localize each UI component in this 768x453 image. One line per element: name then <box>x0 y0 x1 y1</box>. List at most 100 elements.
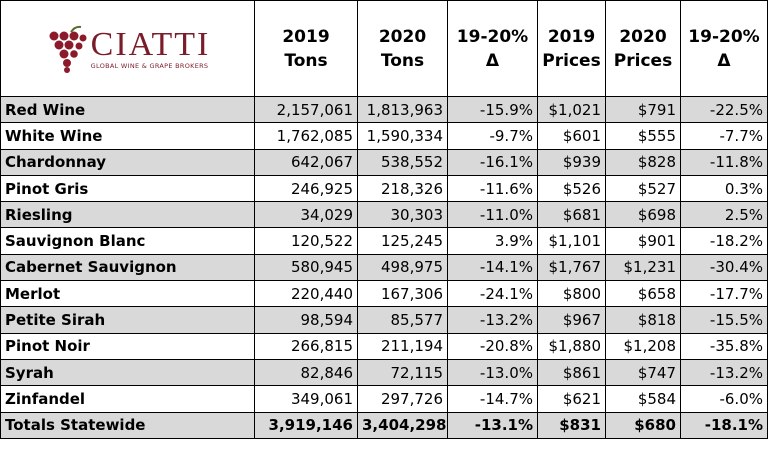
cell: 218,326 <box>357 174 448 203</box>
logo-name: CIATTI <box>90 25 211 63</box>
table-row: Red Wine 2,157,061 1,813,963 -15.9% $1,021 $7… <box>0 95 768 124</box>
table-row: Sauvignon Blanc 120,522 125,245 3.9% $1,101 $… <box>0 227 768 255</box>
grape-icon <box>49 25 87 73</box>
cell: -14.7% <box>447 385 538 413</box>
column-header: 2020 Tons <box>357 0 448 97</box>
cell: $939 <box>537 148 606 176</box>
cell: $791 <box>605 95 681 124</box>
column-header: 2019 Prices <box>537 0 606 97</box>
row-label: Cabernet Sauvignon <box>0 253 255 282</box>
table-row: Merlot 220,440 167,306 -24.1% $800 $658 -17.7% <box>0 280 768 308</box>
column-header: 19-20% Δ <box>680 0 768 97</box>
cell: $747 <box>605 358 681 387</box>
cell: $621 <box>537 385 606 413</box>
cell: $698 <box>605 201 681 229</box>
cell: 3.9% <box>447 227 538 255</box>
cell: -13.2% <box>447 306 538 334</box>
cell: -30.4% <box>680 253 768 282</box>
cell: 72,115 <box>357 358 448 387</box>
cell: -11.6% <box>447 174 538 203</box>
cell: $901 <box>605 227 681 255</box>
cell: 98,594 <box>254 306 358 334</box>
cell: $967 <box>537 306 606 334</box>
cell: $1,208 <box>605 332 681 360</box>
cell: $1,101 <box>537 227 606 255</box>
cell: 580,945 <box>254 253 358 282</box>
table-row: Syrah 82,846 72,115 -13.0% $861 $747 -13.2% <box>0 358 768 387</box>
row-label: Petite Sirah <box>0 306 255 334</box>
row-label: Riesling <box>0 201 255 229</box>
table-row: White Wine 1,762,085 1,590,334 -9.7% $601 $55… <box>0 122 768 150</box>
cell: 82,846 <box>254 358 358 387</box>
cell: $681 <box>537 201 606 229</box>
cell: $1,880 <box>537 332 606 360</box>
cell: 2.5% <box>680 201 768 229</box>
cell: -9.7% <box>447 122 538 150</box>
row-label: Pinot Gris <box>0 174 255 203</box>
row-label: Zinfandel <box>0 385 255 413</box>
header-line: Prices <box>542 50 601 71</box>
cell: 1,813,963 <box>357 95 448 124</box>
cell: 3,404,298 <box>357 411 448 439</box>
cell: 1,762,085 <box>254 122 358 150</box>
cell: 3,919,146 <box>254 411 358 439</box>
header-line: 2019 <box>282 26 330 47</box>
row-label: Totals Statewide <box>0 411 255 439</box>
wine-table: CIATTI GLOBAL WINE & GRAPE BROKERS 2019 T… <box>0 0 768 439</box>
cell: -11.0% <box>447 201 538 229</box>
column-header: 19-20% Δ <box>447 0 538 97</box>
table-row: Cabernet Sauvignon 580,945 498,975 -14.1% $1… <box>0 253 768 282</box>
cell: 2,157,061 <box>254 95 358 124</box>
cell: $818 <box>605 306 681 334</box>
cell: 85,577 <box>357 306 448 334</box>
cell: 120,522 <box>254 227 358 255</box>
table-row: Zinfandel 349,061 297,726 -14.7% $621 $584 -6.… <box>0 385 768 413</box>
cell: $800 <box>537 280 606 308</box>
cell: $680 <box>605 411 681 439</box>
cell: $1,231 <box>605 253 681 282</box>
header-line: Δ <box>717 50 731 71</box>
cell: $526 <box>537 174 606 203</box>
cell: $861 <box>537 358 606 387</box>
cell: $1,767 <box>537 253 606 282</box>
cell: -22.5% <box>680 95 768 124</box>
header-line: 19-20% <box>688 26 760 47</box>
row-label: Chardonnay <box>0 148 255 176</box>
header-line: 2019 <box>547 26 596 47</box>
cell: 266,815 <box>254 332 358 360</box>
cell: $828 <box>605 148 681 176</box>
cell: -20.8% <box>447 332 538 360</box>
cell: 30,303 <box>357 201 448 229</box>
cell: $555 <box>605 122 681 150</box>
header-line: Tons <box>284 50 328 71</box>
cell: 211,194 <box>357 332 448 360</box>
header-line: Tons <box>380 50 425 71</box>
cell: -13.1% <box>447 411 538 439</box>
cell: 498,975 <box>357 253 448 282</box>
table-row: Pinot Gris 246,925 218,326 -11.6% $526 $527 0.… <box>0 174 768 203</box>
table-row: Pinot Noir 266,815 211,194 -20.8% $1,880 $1,2… <box>0 332 768 360</box>
cell: -18.2% <box>680 227 768 255</box>
cell: -13.2% <box>680 358 768 387</box>
cell: 642,067 <box>254 148 358 176</box>
row-label: Red Wine <box>0 95 255 124</box>
row-label: Syrah <box>0 358 255 387</box>
table-row: Totals Statewide 3,919,146 3,404,298 -13.1%… <box>0 411 768 439</box>
cell: 167,306 <box>357 280 448 308</box>
cell: -15.5% <box>680 306 768 334</box>
header-row: CIATTI GLOBAL WINE & GRAPE BROKERS 2019 T… <box>0 0 768 97</box>
cell: -6.0% <box>680 385 768 413</box>
logo-tagline: GLOBAL WINE & GRAPE BROKERS <box>90 61 209 70</box>
logo-cell: CIATTI GLOBAL WINE & GRAPE BROKERS <box>0 0 255 97</box>
header-line: 19-20% <box>456 26 529 47</box>
cell: 1,590,334 <box>357 122 448 150</box>
row-label: White Wine <box>0 122 255 150</box>
cell: 125,245 <box>357 227 448 255</box>
cell: 0.3% <box>680 174 768 203</box>
cell: -14.1% <box>447 253 538 282</box>
table-row: Riesling 34,029 30,303 -11.0% $681 $698 2.5% <box>0 201 768 229</box>
cell: 538,552 <box>357 148 448 176</box>
header-line: Prices <box>613 50 673 71</box>
cell: -18.1% <box>680 411 768 439</box>
